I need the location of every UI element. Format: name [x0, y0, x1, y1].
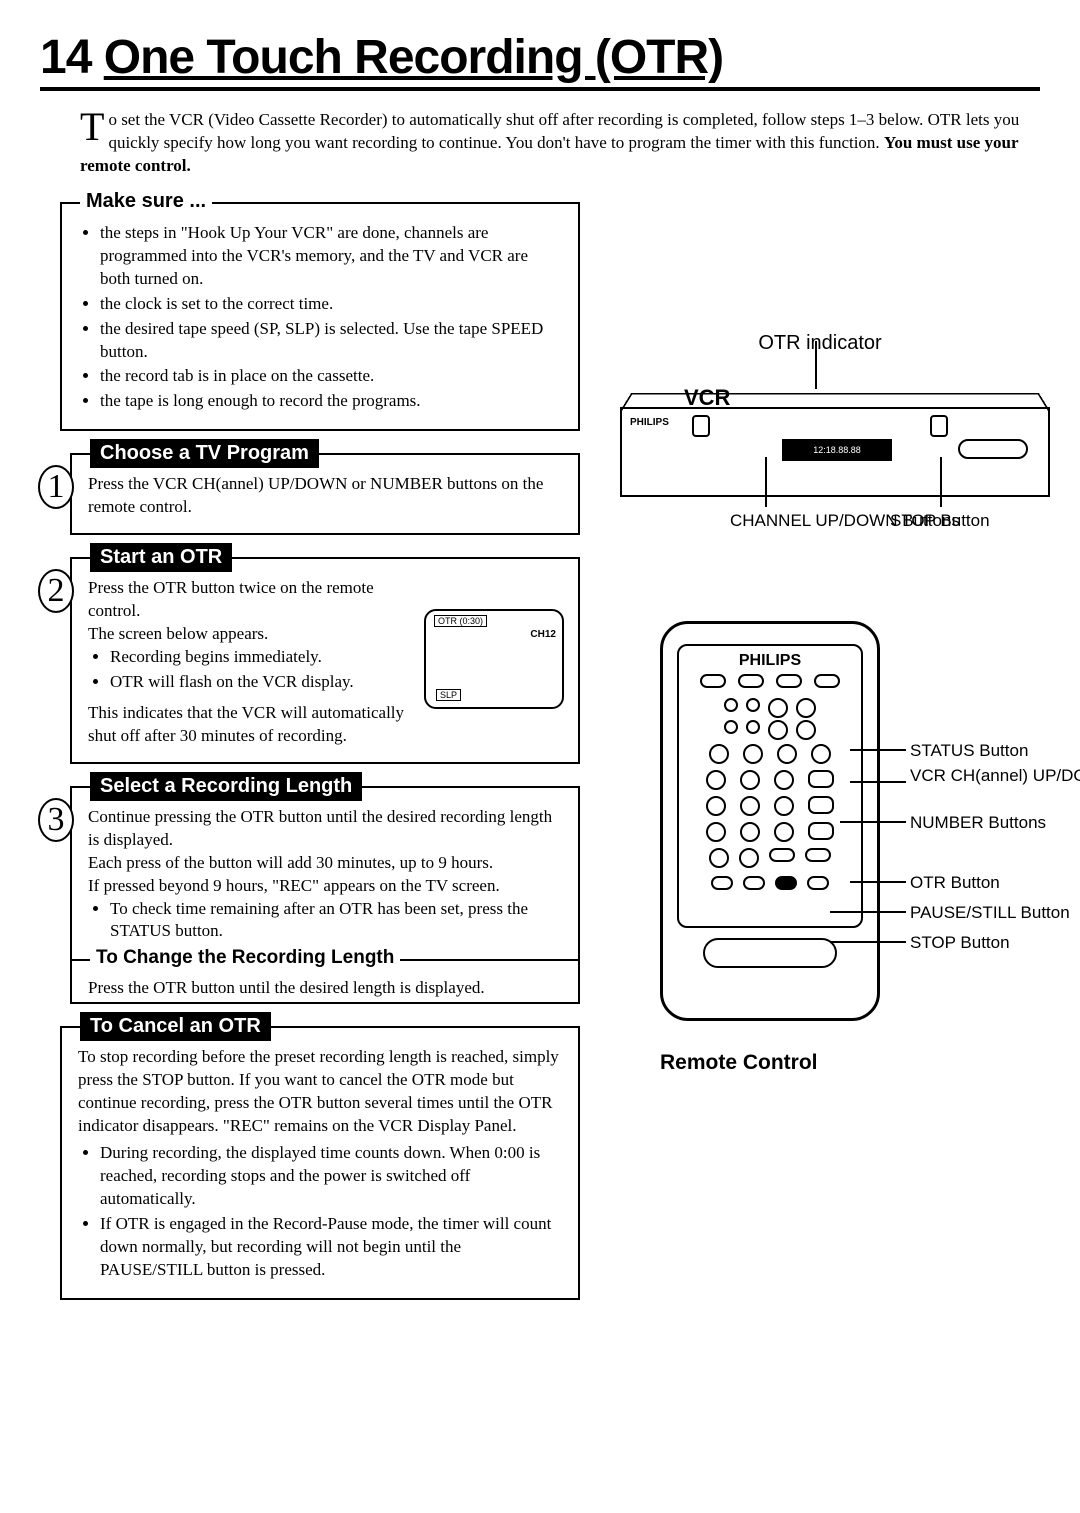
callout-line	[850, 881, 906, 883]
step-2-bullets: Recording begins immediately. OTR will f…	[88, 646, 408, 694]
step-number-1: 1	[38, 465, 74, 509]
list-item: If OTR is engaged in the Record-Pause mo…	[100, 1213, 562, 1282]
vcr-slot-icon	[958, 439, 1028, 459]
step-2-line-2: The screen below appears.	[88, 623, 408, 646]
callout-line	[765, 457, 767, 507]
callout-line	[830, 941, 906, 943]
vcr-brand: PHILIPS	[630, 417, 669, 428]
intro-dropcap: T	[80, 109, 104, 145]
callout-line	[940, 457, 942, 507]
otr-indicator-label: OTR indicator	[600, 332, 1040, 355]
vcr-display: 12:18.88.88	[782, 439, 892, 461]
make-sure-list: the steps in "Hook Up Your VCR" are done…	[78, 222, 562, 414]
callout-status: STATUS Button	[910, 741, 1028, 761]
list-item: OTR will flash on the VCR display.	[110, 671, 408, 694]
page-title: 14 One Touch Recording (OTR)	[40, 30, 1040, 91]
step-1-title: Choose a TV Program	[90, 439, 319, 468]
list-item: the steps in "Hook Up Your VCR" are done…	[100, 222, 562, 291]
page-title-text: One Touch Recording (OTR)	[104, 31, 723, 84]
list-item: the clock is set to the correct time.	[100, 293, 562, 316]
list-item: During recording, the displayed time cou…	[100, 1142, 562, 1211]
callout-line	[850, 749, 906, 751]
section-change-length: To Change the Recording Length Press the…	[72, 959, 578, 1016]
step-number-2: 2	[38, 569, 74, 613]
list-item: To check time remaining after an OTR has…	[110, 898, 562, 944]
vcr-body: PHILIPS 12:18.88.88	[620, 407, 1050, 497]
step-2-line-1: Press the OTR button twice on the remote…	[88, 577, 408, 623]
step-1-body: Press the VCR CH(annel) UP/DOWN or NUMBE…	[88, 473, 562, 519]
vcr-knob-icon	[930, 415, 948, 437]
tv-screen-diagram: OTR (0:30) CH12 SLP	[424, 609, 564, 709]
remote-brand: PHILIPS	[663, 652, 877, 670]
list-item: the record tab is in place on the casset…	[100, 365, 562, 388]
list-item: Recording begins immediately.	[110, 646, 408, 669]
indicator-line	[815, 341, 817, 389]
change-length-body: Press the OTR button until the desired l…	[88, 977, 562, 1000]
remote-diagram: PHILIPS STATUS Button VCR CH(annel) UP/D…	[600, 621, 1040, 1041]
step-2-title: Start an OTR	[90, 543, 232, 572]
callout-number: NUMBER Buttons	[910, 813, 1046, 833]
change-length-title: To Change the Recording Length	[90, 947, 400, 969]
screen-ch-label: CH12	[530, 629, 556, 640]
list-item: the desired tape speed (SP, SLP) is sele…	[100, 318, 562, 364]
callout-vcrch: VCR CH(annel) UP/DOWN Buttons	[910, 767, 1080, 786]
callout-line	[850, 781, 906, 783]
section-step-3: 3 Select a Recording Length Continue pre…	[70, 786, 580, 1005]
step-3-p3: If pressed beyond 9 hours, "REC" appears…	[88, 875, 562, 898]
step-3-bullets: To check time remaining after an OTR has…	[88, 898, 562, 944]
section-make-sure: Make sure ... the steps in "Hook Up Your…	[60, 202, 580, 432]
callout-pause: PAUSE/STILL Button	[910, 903, 1070, 923]
cancel-bullets: During recording, the displayed time cou…	[78, 1142, 562, 1282]
section-step-1: 1 Choose a TV Program Press the VCR CH(a…	[70, 453, 580, 535]
remote-transport-icon	[703, 938, 837, 968]
list-item: the tape is long enough to record the pr…	[100, 390, 562, 413]
vcr-stop-label: STOP Button	[890, 511, 990, 531]
section-cancel-otr: To Cancel an OTR To stop recording befor…	[60, 1026, 580, 1299]
step-number-3: 3	[38, 798, 74, 842]
callout-otr: OTR Button	[910, 873, 1000, 893]
screen-slp-label: SLP	[436, 689, 461, 701]
callout-line	[830, 911, 906, 913]
screen-otr-label: OTR (0:30)	[434, 615, 487, 627]
callout-stop: STOP Button	[910, 933, 1010, 953]
vcr-diagram: VCR PHILIPS 12:18.88.88 CHANNEL UP/DOWN …	[600, 361, 1040, 571]
step-3-title: Select a Recording Length	[90, 772, 362, 801]
callout-line	[840, 821, 906, 823]
remote-caption: Remote Control	[660, 1051, 818, 1075]
cancel-title: To Cancel an OTR	[80, 1012, 271, 1041]
vcr-knob-icon	[692, 415, 710, 437]
step-3-p2: Each press of the button will add 30 min…	[88, 852, 562, 875]
intro-paragraph: T o set the VCR (Video Cassette Recorder…	[80, 109, 1020, 178]
intro-text: o set the VCR (Video Cassette Recorder) …	[108, 110, 1019, 152]
step-3-p1: Continue pressing the OTR button until t…	[88, 806, 562, 852]
cancel-body: To stop recording before the preset reco…	[78, 1046, 562, 1138]
section-step-2: 2 Start an OTR Press the OTR button twic…	[70, 557, 580, 764]
make-sure-title: Make sure ...	[80, 190, 212, 213]
page-number: 14	[40, 31, 91, 84]
step-2-note: This indicates that the VCR will automat…	[88, 702, 408, 748]
